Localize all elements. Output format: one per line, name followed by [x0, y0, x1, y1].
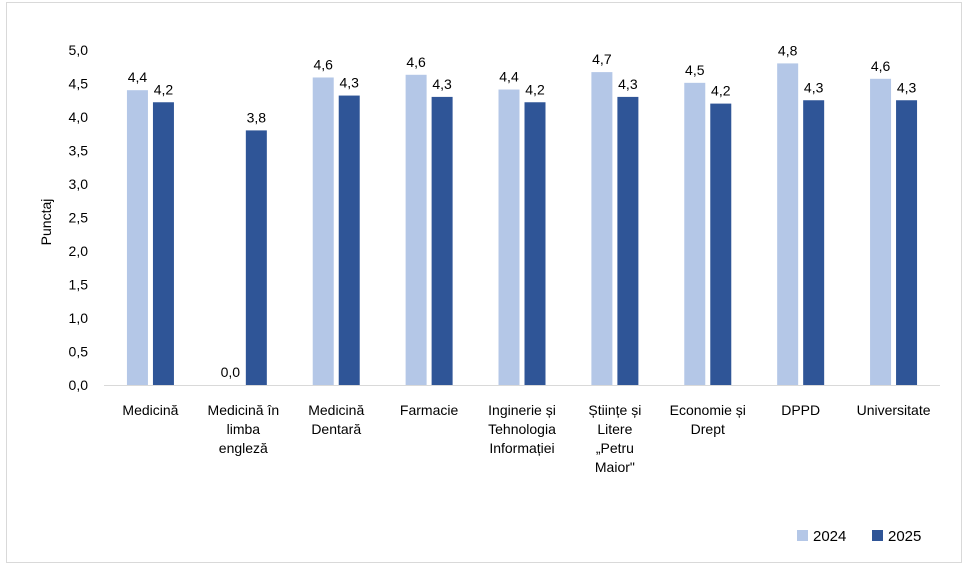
y-tick-label: 4,5	[69, 76, 89, 92]
data-label: 4,6	[313, 56, 333, 72]
data-label: 4,4	[128, 69, 148, 85]
bar-2025-1	[245, 130, 267, 385]
legend-label: 2024	[813, 528, 846, 545]
bar-2025-7	[803, 100, 825, 385]
bar-2024-7	[777, 63, 799, 386]
y-tick-label: 5,0	[69, 42, 89, 58]
legend-swatch-2025	[872, 530, 883, 541]
data-label: 4,3	[804, 79, 824, 95]
bar-2025-8	[896, 100, 918, 385]
data-label: 0,0	[221, 364, 241, 380]
bar-2024-6	[684, 82, 706, 385]
legend: 2024 2025	[797, 528, 921, 545]
bar-2025-6	[710, 103, 732, 385]
bar-2025-3	[431, 96, 453, 386]
category-label: DPPD	[781, 402, 820, 418]
bar-2025-5	[617, 96, 639, 386]
bar-2024-2	[312, 77, 334, 385]
y-tick-label: 3,5	[69, 143, 89, 159]
data-label: 4,3	[339, 75, 359, 91]
data-label: 4,3	[618, 76, 638, 92]
data-label: 4,2	[711, 83, 731, 99]
y-tick-label: 1,0	[69, 310, 89, 326]
bar-2024-4	[498, 89, 520, 385]
y-tick-label: 4,0	[69, 109, 89, 125]
y-tick-label: 1,5	[69, 277, 89, 293]
legend-label: 2025	[888, 528, 921, 545]
category-label: Universitate	[857, 402, 931, 418]
bar-2025-2	[338, 95, 360, 385]
y-tick-label: 2,5	[69, 210, 89, 226]
bar-2024-5	[591, 72, 613, 386]
data-label: 4,5	[685, 62, 705, 78]
bar-2025-0	[152, 102, 174, 385]
category-label: Medicină Dentară	[308, 402, 364, 437]
category-label: Economie și Drept	[670, 402, 746, 437]
category-label: Medicină în limba engleză	[208, 402, 280, 456]
data-label: 4,2	[154, 81, 174, 97]
bar-2024-8	[870, 78, 892, 385]
data-label: 4,4	[499, 69, 519, 85]
bar-2025-4	[524, 102, 546, 385]
y-axis-label: Punctaj	[38, 199, 54, 246]
data-label: 4,2	[525, 81, 545, 97]
y-axis-ticks: 0,0 0,5 1,0 1,5 2,0 2,5 3,0 3,5 4,0 4,5 5,0	[69, 42, 89, 393]
data-label: 3,8	[247, 109, 267, 125]
data-label: 4,3	[897, 79, 917, 95]
data-labels: 4,4 4,2 0,0 3,8 4,6 4,3 4,6 4,3 4,4 4,2 4,7 4,3 4,5 4…	[128, 42, 917, 380]
category-label: Medicină	[122, 402, 178, 418]
bar-2024-3	[405, 74, 427, 385]
y-tick-label: 3,0	[69, 176, 89, 192]
bar-2024-0	[126, 90, 148, 385]
bars	[126, 63, 918, 386]
category-label: Farmacie	[400, 402, 459, 418]
data-label: 4,8	[778, 42, 798, 58]
data-label: 4,6	[871, 58, 891, 74]
data-label: 4,7	[592, 51, 612, 67]
category-labels: Medicină Medicină în limba engleză Medicină D…	[122, 402, 930, 475]
y-tick-label: 0,0	[69, 377, 89, 393]
legend-swatch-2024	[797, 530, 808, 541]
y-tick-label: 2,0	[69, 243, 89, 259]
category-label: Științe și Litere „Petru Maior"	[588, 402, 641, 475]
data-label: 4,6	[406, 54, 426, 70]
data-label: 4,3	[432, 76, 452, 92]
y-tick-label: 0,5	[69, 344, 89, 360]
category-label: Inginerie și Tehnologia Informației	[488, 402, 556, 456]
